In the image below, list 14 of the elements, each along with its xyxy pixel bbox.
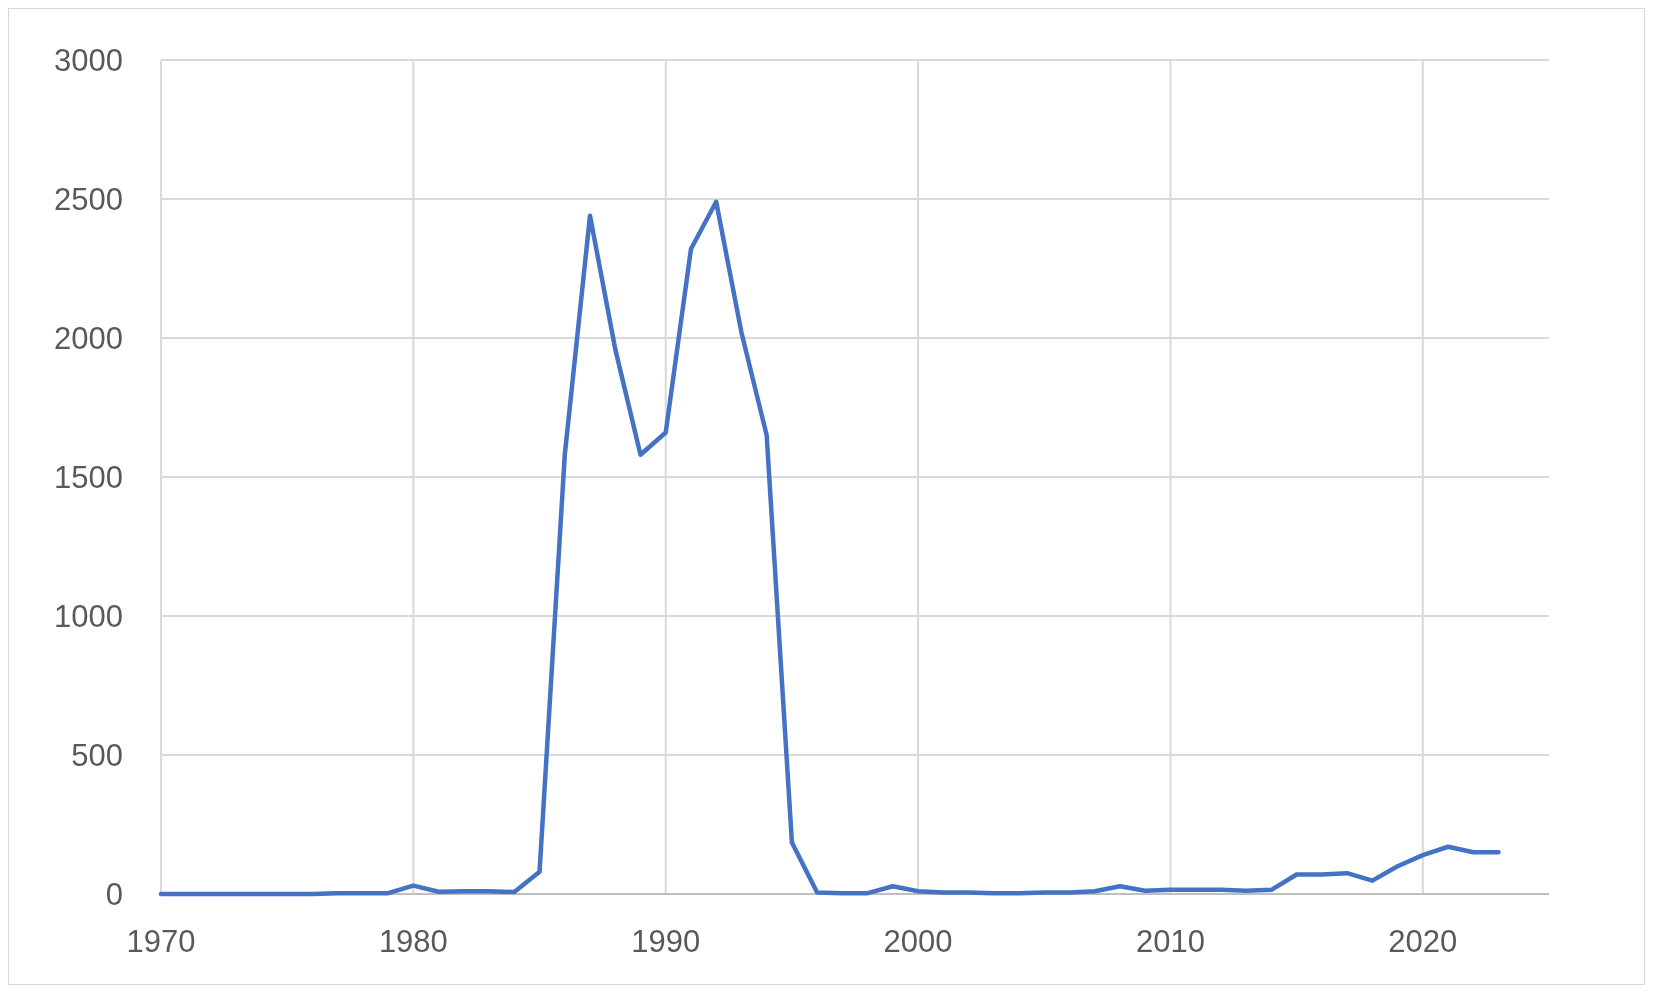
x-tick-label: 2010 bbox=[1135, 924, 1205, 959]
y-tick-label: 1000 bbox=[54, 598, 123, 634]
y-tick-label: 3000 bbox=[54, 42, 123, 78]
line-series bbox=[158, 199, 1501, 897]
y-tick-label: 1500 bbox=[54, 459, 123, 495]
y-tick-label: 0 bbox=[105, 876, 123, 912]
x-tick-label: 1980 bbox=[378, 924, 448, 959]
y-tick-label: 2000 bbox=[54, 320, 123, 356]
y-tick-label: 2500 bbox=[54, 181, 123, 217]
y-tick-label: 500 bbox=[71, 737, 123, 773]
x-tick-label: 1970 bbox=[126, 924, 196, 959]
x-tick-label: 1990 bbox=[631, 924, 701, 959]
x-tick-label: 2000 bbox=[883, 924, 953, 959]
x-tick-label: 2020 bbox=[1388, 924, 1458, 959]
